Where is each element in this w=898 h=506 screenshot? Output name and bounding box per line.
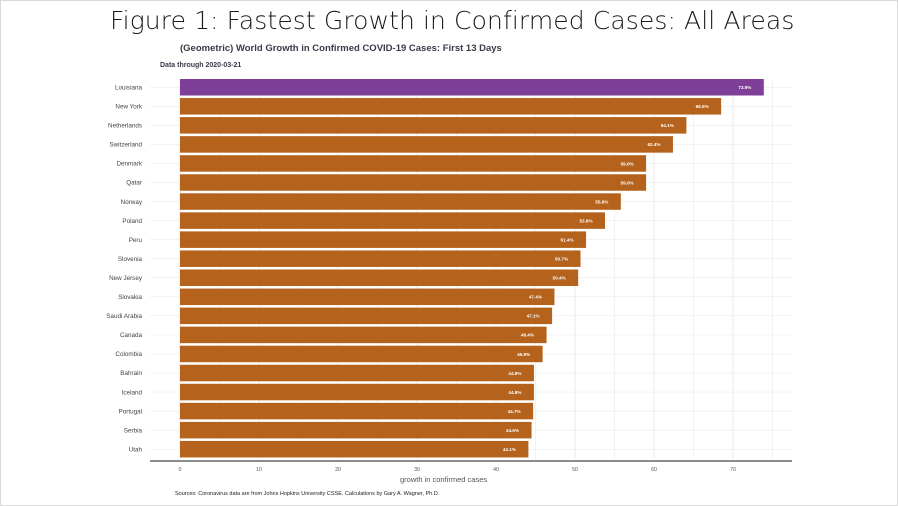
category-label: Poland: [122, 218, 142, 225]
bar-value-label: 44.8%: [508, 371, 521, 376]
category-label: Qatar: [126, 180, 142, 187]
bar-value-label: 50.4%: [553, 276, 566, 281]
category-label: New York: [115, 104, 142, 111]
bar: [180, 98, 722, 115]
bar-value-label: 68.5%: [696, 104, 709, 109]
bar-value-label: 50.7%: [555, 257, 568, 262]
x-tick-label: 30: [414, 467, 420, 473]
category-label: Netherlands: [108, 123, 142, 130]
x-tick-label: 40: [493, 467, 499, 473]
bar: [180, 421, 532, 439]
category-label: Louisiana: [115, 84, 142, 91]
bar-value-label: 47.1%: [527, 314, 540, 319]
bar-value-label: 51.4%: [561, 237, 574, 242]
category-label: New Jersey: [109, 275, 143, 282]
x-tick-label: 60: [651, 467, 657, 473]
bar: [180, 345, 543, 363]
slide-title: Figure 1: Fastest Growth in Confirmed Ca…: [110, 6, 795, 35]
bar-value-label: 59.0%: [621, 180, 634, 185]
category-label: Slovakia: [118, 294, 142, 301]
bar-value-label: 59.0%: [621, 161, 634, 166]
category-label: Slovenia: [118, 256, 143, 263]
bar: [180, 440, 529, 458]
bar-value-label: 64.1%: [661, 123, 674, 128]
x-tick-label: 10: [256, 467, 262, 473]
bar-value-label: 45.9%: [517, 352, 530, 357]
bar: [180, 402, 534, 420]
chart-subtitle: Data through 2020-03-21: [160, 62, 242, 69]
bar-value-label: 62.4%: [647, 142, 660, 147]
bar: [180, 326, 547, 344]
category-label: Canada: [120, 332, 143, 339]
bar-value-label: 73.9%: [738, 85, 751, 90]
bar-value-label: 55.8%: [595, 199, 608, 204]
bar-value-label: 44.8%: [508, 390, 521, 395]
category-label: Peru: [129, 237, 143, 244]
category-label: Switzerland: [109, 142, 142, 149]
x-tick-label: 70: [730, 467, 736, 473]
bar: [180, 250, 581, 267]
bar: [180, 364, 534, 382]
category-label: Iceland: [122, 389, 143, 396]
bar-value-label: 44.5%: [506, 428, 519, 433]
bar: [180, 136, 673, 153]
category-label: Utah: [129, 446, 143, 453]
bar-value-label: 46.4%: [521, 333, 534, 338]
bar: [180, 383, 534, 401]
bar-value-label: 53.8%: [580, 218, 593, 223]
bar-value-label: 44.1%: [503, 447, 516, 452]
source-note: Sources: Coronavirus data are from Johns…: [175, 491, 440, 497]
category-label: Saudi Arabia: [106, 313, 142, 320]
bar: [180, 288, 555, 306]
chart-title: (Geometric) World Growth in Confirmed CO…: [180, 43, 502, 54]
bar: [180, 231, 587, 248]
x-tick-label: 20: [335, 467, 341, 473]
bar: [180, 269, 579, 286]
x-tick-label: 0: [179, 467, 182, 473]
bar-value-label: 47.4%: [529, 295, 542, 300]
category-label: Denmark: [116, 161, 142, 168]
x-tick-label: 50: [572, 467, 578, 473]
bar: [180, 212, 606, 229]
bar: [180, 307, 553, 325]
bar: [180, 155, 647, 172]
category-label: Portugal: [119, 408, 142, 415]
category-label: Colombia: [115, 351, 142, 358]
category-label: Norway: [121, 199, 143, 206]
bar: [180, 174, 647, 191]
bar: [180, 193, 621, 210]
x-axis-title: growth in confirmed cases: [400, 475, 488, 484]
category-label: Bahrain: [120, 370, 142, 377]
category-label: Serbia: [124, 427, 143, 434]
bar: [180, 117, 687, 134]
bar-value-label: 44.7%: [508, 409, 521, 414]
bar: [180, 79, 764, 96]
